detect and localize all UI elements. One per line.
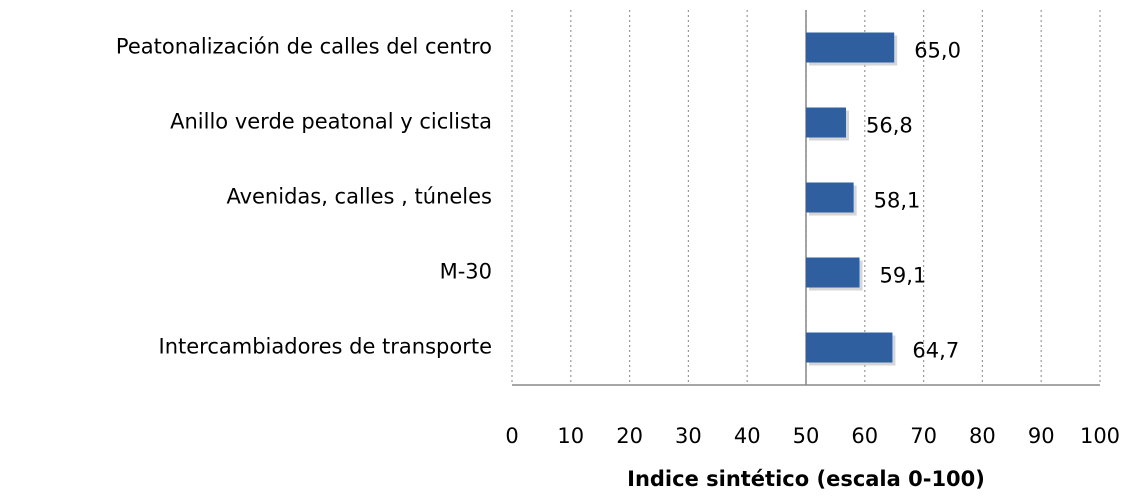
x-axis-title: Indice sintético (escala 0-100) <box>627 467 985 491</box>
x-tick-label: 40 <box>734 424 761 448</box>
value-label: 58,1 <box>874 189 921 213</box>
bar <box>806 332 893 363</box>
bar <box>806 182 854 213</box>
bar <box>806 107 846 138</box>
y-tick-label: M-30 <box>440 260 492 284</box>
x-tick-label: 50 <box>793 424 820 448</box>
x-tick-label: 30 <box>675 424 702 448</box>
y-tick-label: Peatonalización de calles del centro <box>116 35 492 59</box>
bar <box>806 32 895 63</box>
y-tick-label: Anillo verde peatonal y ciclista <box>170 110 492 134</box>
value-label: 56,8 <box>866 114 913 138</box>
value-label: 59,1 <box>880 264 927 288</box>
x-tick-label: 60 <box>851 424 878 448</box>
y-tick-label: Intercambiadores de transporte <box>159 335 493 359</box>
x-tick-label: 0 <box>505 424 518 448</box>
x-tick-label: 80 <box>969 424 996 448</box>
x-tick-label: 100 <box>1080 424 1120 448</box>
bar <box>806 257 860 288</box>
x-tick-label: 10 <box>557 424 584 448</box>
x-tick-label: 90 <box>1028 424 1055 448</box>
value-label: 64,7 <box>912 339 959 363</box>
y-tick-label: Avenidas, calles , túneles <box>226 185 492 209</box>
value-label: 65,0 <box>914 39 961 63</box>
x-tick-label: 70 <box>910 424 937 448</box>
x-tick-label: 20 <box>616 424 643 448</box>
